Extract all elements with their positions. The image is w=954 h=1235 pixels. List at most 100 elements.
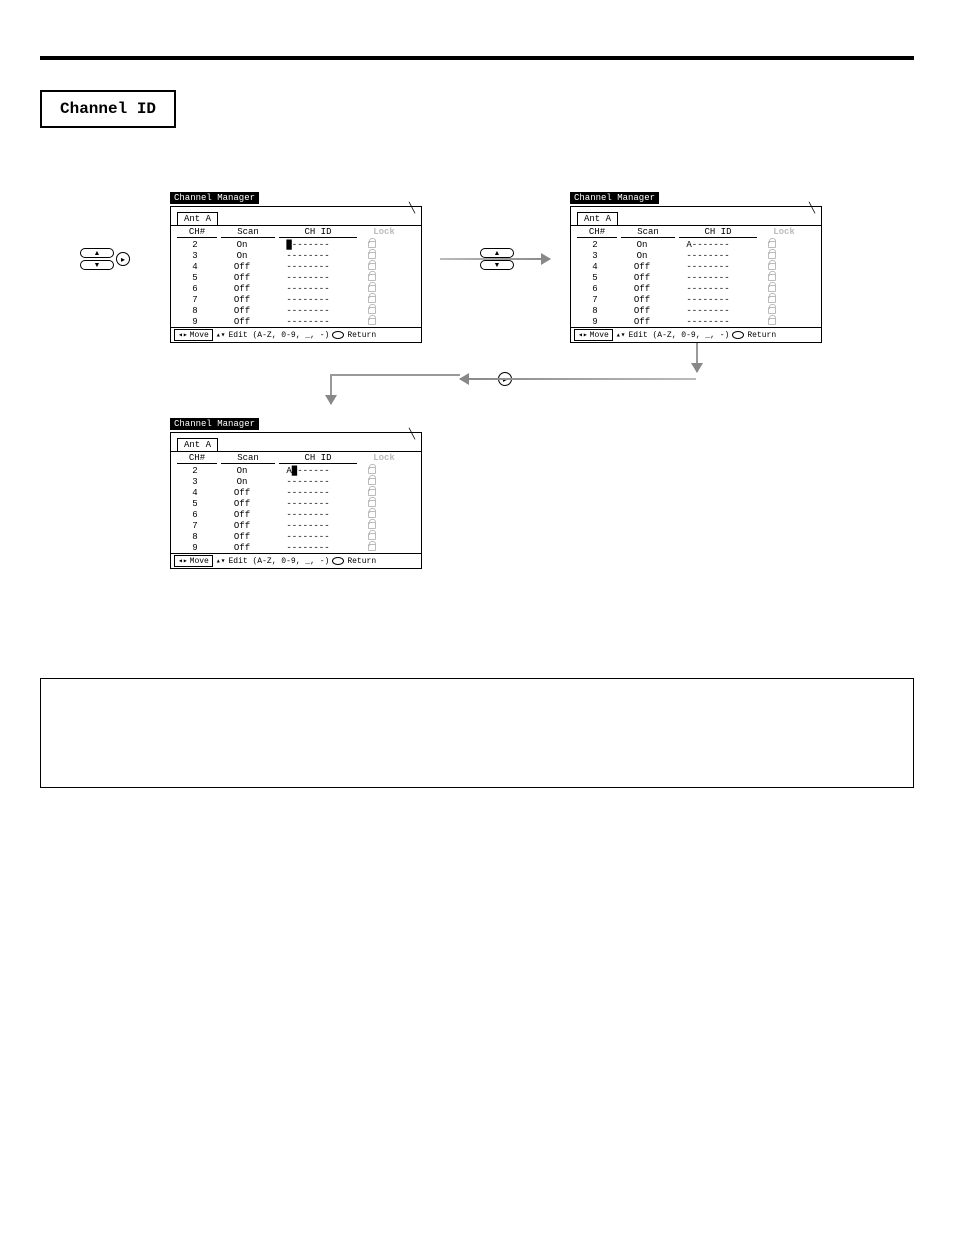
cell-chid: -------- — [669, 251, 747, 261]
table-row[interactable]: 8Off-------- — [571, 305, 821, 316]
cell-scan: Off — [215, 306, 269, 316]
cell-chid: -------- — [269, 317, 347, 327]
table-row[interactable]: 9Off-------- — [171, 316, 421, 327]
table-row[interactable]: 9Off-------- — [571, 316, 821, 327]
cell-lock — [347, 511, 397, 518]
remote-up-button[interactable]: ▲ — [480, 248, 514, 258]
cell-ch: 3 — [175, 477, 215, 487]
cell-ch: 2 — [175, 466, 215, 476]
return-oval-icon — [332, 331, 344, 339]
table-row[interactable]: 9Off-------- — [171, 542, 421, 553]
col-ch: CH# — [177, 227, 217, 238]
remote-down-button[interactable]: ▼ — [80, 260, 114, 270]
flow-arrow-into-3 — [330, 374, 332, 404]
table-row[interactable]: 2OnA------- — [571, 239, 821, 250]
cell-chid: -------- — [669, 306, 747, 316]
lock-icon — [368, 296, 376, 303]
table-row[interactable]: 5Off-------- — [171, 498, 421, 509]
antenna-tab[interactable]: Ant A — [177, 212, 218, 225]
cell-ch: 9 — [575, 317, 615, 327]
channel-manager-panel-2: Channel Manager Ant A ╲ CH# Scan CH ID L… — [570, 188, 822, 343]
table-row[interactable]: 6Off-------- — [171, 283, 421, 294]
table-row[interactable]: 5Off-------- — [171, 272, 421, 283]
table-row[interactable]: 4Off-------- — [571, 261, 821, 272]
cell-lock — [747, 285, 797, 292]
cell-chid: -------- — [269, 499, 347, 509]
cell-lock — [747, 296, 797, 303]
cell-lock — [347, 263, 397, 270]
cell-ch: 8 — [175, 306, 215, 316]
edit-label: Edit (A-Z, 0-9, _, -) — [228, 557, 329, 566]
panel-header: Channel Manager — [570, 192, 667, 204]
lock-icon — [368, 489, 376, 496]
cell-scan: On — [615, 251, 669, 261]
cell-lock — [747, 274, 797, 281]
table-row[interactable]: 8Off-------- — [171, 305, 421, 316]
table-row[interactable]: 6Off-------- — [571, 283, 821, 294]
cell-ch: 9 — [175, 317, 215, 327]
table-row[interactable]: 3On-------- — [571, 250, 821, 261]
move-label: Move — [590, 331, 609, 340]
panel-header: Channel Manager — [170, 192, 267, 204]
cell-chid: -------- — [269, 306, 347, 316]
lock-icon — [368, 274, 376, 281]
table-row[interactable]: 2OnA█------ — [171, 465, 421, 476]
cell-ch: 6 — [175, 284, 215, 294]
edit-symbol: ▴▾ — [616, 330, 626, 340]
table-row[interactable]: 4Off-------- — [171, 487, 421, 498]
table-row[interactable]: 7Off-------- — [171, 294, 421, 305]
lock-icon — [768, 274, 776, 281]
lock-icon — [768, 296, 776, 303]
lock-icon — [368, 285, 376, 292]
cell-chid: -------- — [269, 295, 347, 305]
table-row[interactable]: 3On-------- — [171, 476, 421, 487]
col-lock: Lock — [359, 453, 409, 464]
antenna-tab[interactable]: Ant A — [177, 438, 218, 451]
cell-lock — [747, 263, 797, 270]
cell-chid: -------- — [669, 273, 747, 283]
cell-chid: A------- — [669, 240, 747, 250]
remote-down-button[interactable]: ▼ — [480, 260, 514, 270]
table-row[interactable]: 6Off-------- — [171, 509, 421, 520]
return-oval-icon — [732, 331, 744, 339]
lock-icon — [768, 307, 776, 314]
lock-icon — [368, 318, 376, 325]
cell-ch: 3 — [575, 251, 615, 261]
cell-scan: Off — [215, 273, 269, 283]
flow-arrow-corner — [330, 374, 460, 376]
cell-ch: 4 — [175, 488, 215, 498]
cell-lock — [747, 241, 797, 248]
move-symbol: ◂▸ — [178, 330, 188, 340]
cell-scan: Off — [615, 295, 669, 305]
cell-lock — [347, 296, 397, 303]
cell-chid: █------- — [269, 240, 347, 250]
top-divider — [40, 20, 914, 60]
cell-ch: 8 — [575, 306, 615, 316]
cell-ch: 8 — [175, 532, 215, 542]
table-row[interactable]: 4Off-------- — [171, 261, 421, 272]
table-row[interactable]: 8Off-------- — [171, 531, 421, 542]
panel-footer: ◂▸ Move ▴▾ Edit (A-Z, 0-9, _, -) Return — [171, 327, 421, 342]
col-ch: CH# — [577, 227, 617, 238]
cell-ch: 5 — [575, 273, 615, 283]
channel-manager-panel-1: Channel Manager Ant A ╲ CH# Scan CH ID L… — [170, 188, 422, 343]
table-row[interactable]: 7Off-------- — [171, 520, 421, 531]
cell-ch: 4 — [175, 262, 215, 272]
table-row[interactable]: 5Off-------- — [571, 272, 821, 283]
cell-scan: Off — [615, 273, 669, 283]
antenna-tab[interactable]: Ant A — [577, 212, 618, 225]
cell-chid: -------- — [269, 251, 347, 261]
remote-up-button[interactable]: ▲ — [80, 248, 114, 258]
cell-ch: 4 — [575, 262, 615, 272]
lock-icon — [368, 522, 376, 529]
remote-play-button[interactable]: ▸ — [116, 252, 130, 266]
cell-scan: Off — [215, 499, 269, 509]
cell-ch: 7 — [175, 521, 215, 531]
table-row[interactable]: 2On█------- — [171, 239, 421, 250]
cell-chid: -------- — [669, 262, 747, 272]
cell-lock — [347, 274, 397, 281]
table-row[interactable]: 3On-------- — [171, 250, 421, 261]
cell-scan: On — [215, 251, 269, 261]
table-row[interactable]: 7Off-------- — [571, 294, 821, 305]
rows-container-1: 2On█-------3On--------4Off--------5Off--… — [171, 239, 421, 327]
